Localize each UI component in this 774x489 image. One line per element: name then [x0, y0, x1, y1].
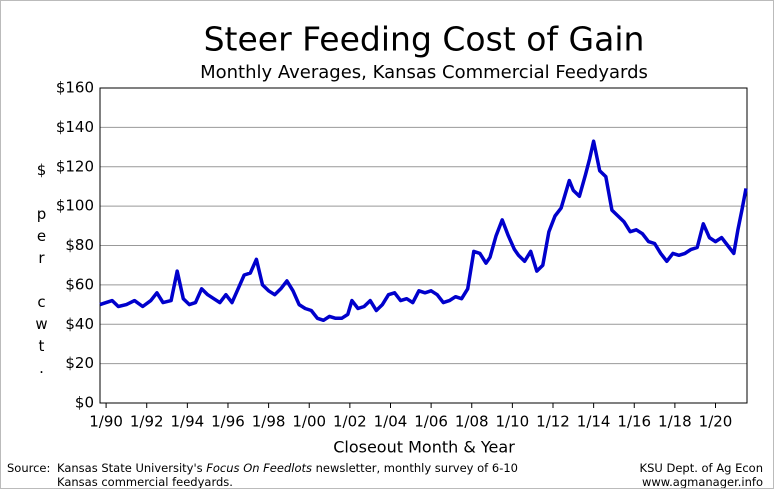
x-tick-label: 1/02 — [333, 413, 367, 431]
x-tick-label: 1/06 — [414, 413, 448, 431]
credit-line: www.agmanager.info — [641, 475, 763, 489]
x-tick-label: 1/96 — [211, 413, 245, 431]
x-tick-label: 1/14 — [577, 413, 611, 431]
x-tick-label: 1/90 — [89, 413, 123, 431]
source-italic: Focus On Feedlots — [206, 461, 312, 475]
x-tick-label: 1/98 — [252, 413, 286, 431]
x-tick-label: 1/92 — [130, 413, 164, 431]
chart: Steer Feeding Cost of Gain Monthly Avera… — [33, 20, 748, 457]
chart-title: Steer Feeding Cost of Gain — [204, 20, 645, 59]
data-line — [99, 139, 748, 323]
y-tick-label: $160 — [56, 79, 94, 97]
source-text-after: newsletter, monthly survey of 6-10 Kansa… — [57, 461, 518, 489]
x-tick-label: 1/00 — [292, 413, 326, 431]
x-axis-label: Closeout Month & Year — [333, 438, 515, 457]
x-tick-label: 1/18 — [658, 413, 692, 431]
x-tick-label: 1/20 — [699, 413, 733, 431]
y-tick-label: $120 — [56, 157, 94, 175]
x-tick-label: 1/16 — [617, 413, 651, 431]
y-tick-label: $0 — [75, 394, 94, 412]
y-tick-label: $140 — [56, 118, 94, 136]
x-tick-label: 1/10 — [496, 413, 530, 431]
source-label: Source: — [7, 461, 51, 475]
chart-subtitle: Monthly Averages, Kansas Commercial Feed… — [200, 62, 648, 83]
x-tick-label: 1/94 — [171, 413, 205, 431]
source-text-before: Kansas State University's — [57, 461, 203, 475]
source-text: Kansas State University's Focus On Feedl… — [57, 461, 547, 489]
x-tick-label: 1/04 — [374, 413, 408, 431]
y-tick-label: $80 — [65, 236, 94, 254]
credit: KSU Dept. of Ag Econ www.agmanager.info — [639, 461, 763, 489]
source: Source: Kansas State University's Focus O… — [7, 461, 547, 489]
y-tick-label: $20 — [65, 354, 94, 372]
plot-frame — [99, 87, 748, 404]
y-tick-label: $60 — [65, 275, 94, 293]
y-axis-label: $ per cwt. — [33, 161, 51, 381]
credit-line: KSU Dept. of Ag Econ — [639, 461, 763, 475]
x-tick-label: 1/12 — [536, 413, 570, 431]
x-tick-label: 1/08 — [455, 413, 489, 431]
y-tick-label: $40 — [65, 315, 94, 333]
y-tick-label: $100 — [56, 197, 94, 215]
